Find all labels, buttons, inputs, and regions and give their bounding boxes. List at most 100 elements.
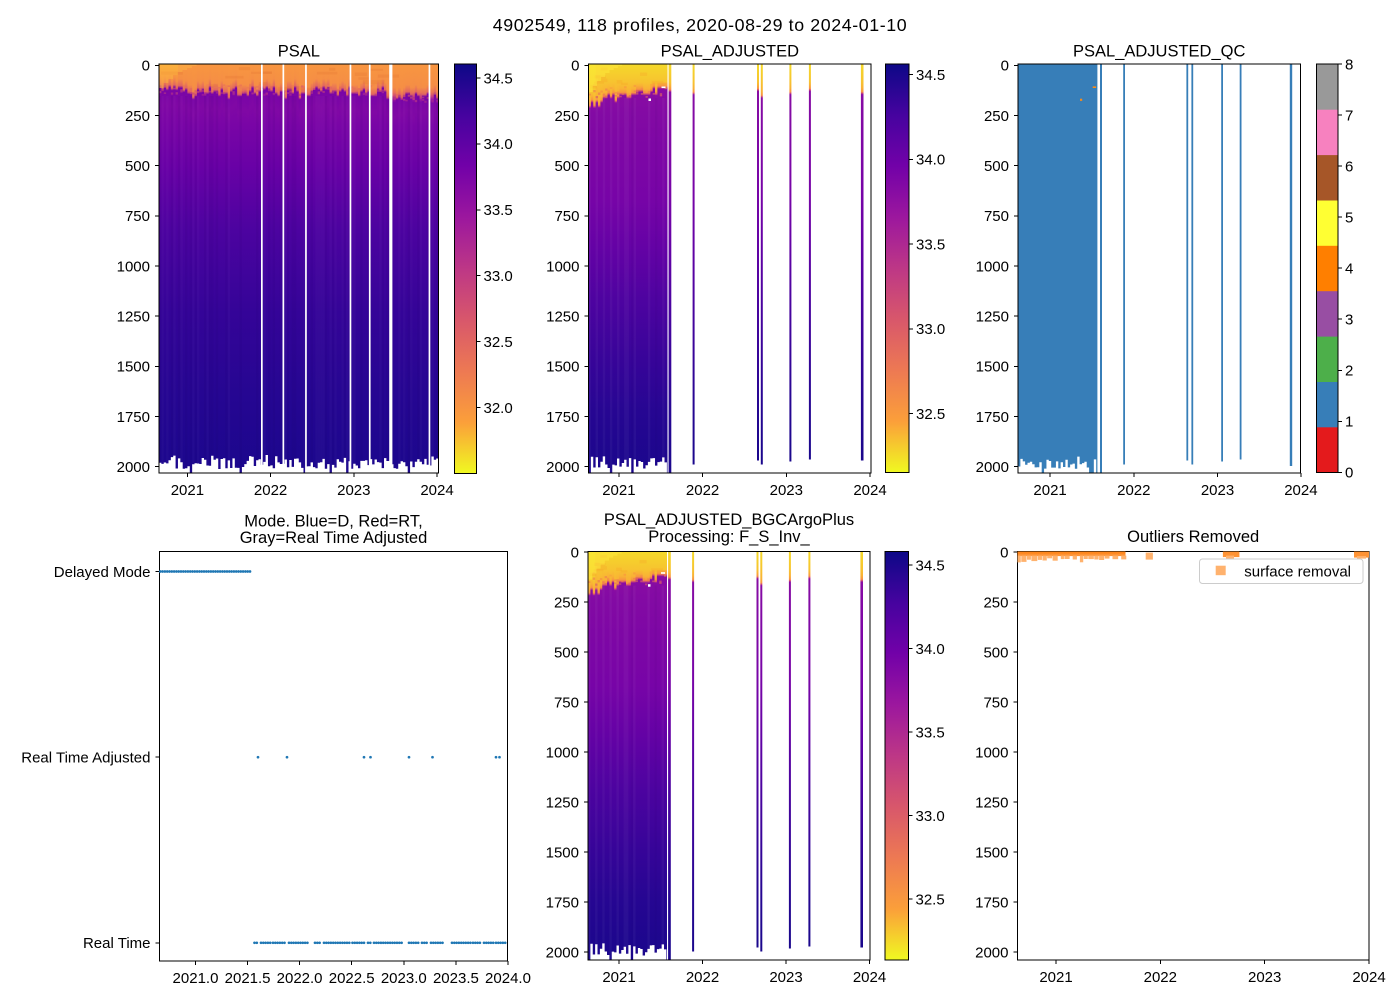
svg-text:1750: 1750 <box>546 409 579 426</box>
svg-text:2000: 2000 <box>546 459 579 476</box>
svg-text:250: 250 <box>125 108 150 125</box>
svg-text:2022: 2022 <box>1117 482 1150 499</box>
svg-text:1000: 1000 <box>976 258 1009 275</box>
svg-text:7: 7 <box>1345 107 1353 124</box>
svg-text:32.5: 32.5 <box>916 891 945 908</box>
svg-text:500: 500 <box>983 645 1008 662</box>
svg-text:1750: 1750 <box>975 895 1008 912</box>
svg-text:surface removal: surface removal <box>1244 564 1351 581</box>
svg-text:250: 250 <box>983 595 1008 612</box>
svg-text:33.5: 33.5 <box>916 724 945 741</box>
svg-text:32.5: 32.5 <box>484 334 513 351</box>
svg-text:0: 0 <box>1001 58 1009 75</box>
svg-text:2022.0: 2022.0 <box>277 970 323 987</box>
svg-text:2022: 2022 <box>1144 969 1177 986</box>
svg-text:2000: 2000 <box>976 459 1009 476</box>
svg-text:2024: 2024 <box>1284 482 1317 499</box>
svg-text:750: 750 <box>554 695 579 712</box>
svg-text:PSAL_ADJUSTED: PSAL_ADJUSTED <box>661 43 800 61</box>
svg-text:1500: 1500 <box>117 359 150 376</box>
svg-text:750: 750 <box>984 208 1009 225</box>
svg-text:2023: 2023 <box>770 482 803 499</box>
svg-text:Outliers Removed: Outliers Removed <box>1127 528 1259 546</box>
svg-text:1250: 1250 <box>546 795 579 812</box>
svg-text:1250: 1250 <box>975 795 1008 812</box>
svg-text:33.5: 33.5 <box>916 236 945 253</box>
svg-text:500: 500 <box>984 158 1009 175</box>
svg-text:1500: 1500 <box>976 359 1009 376</box>
svg-text:250: 250 <box>984 108 1009 125</box>
svg-text:1500: 1500 <box>546 845 579 862</box>
svg-text:Delayed Mode: Delayed Mode <box>54 564 151 581</box>
svg-text:2023: 2023 <box>1248 969 1281 986</box>
svg-text:1: 1 <box>1345 414 1353 431</box>
svg-text:750: 750 <box>125 208 150 225</box>
svg-text:2024.0: 2024.0 <box>485 970 531 987</box>
svg-text:2022: 2022 <box>254 482 287 499</box>
svg-text:2000: 2000 <box>117 459 150 476</box>
svg-text:33.0: 33.0 <box>916 808 945 825</box>
svg-text:4902549, 118 profiles, 2020-08: 4902549, 118 profiles, 2020-08-29 to 202… <box>493 15 907 35</box>
svg-text:8: 8 <box>1345 56 1353 73</box>
svg-text:2024: 2024 <box>1352 969 1385 986</box>
svg-text:2021: 2021 <box>171 482 204 499</box>
svg-text:6: 6 <box>1345 158 1353 175</box>
svg-text:32.0: 32.0 <box>484 400 513 417</box>
svg-text:2021: 2021 <box>1033 482 1066 499</box>
svg-text:2023: 2023 <box>769 969 802 986</box>
svg-text:1000: 1000 <box>546 745 579 762</box>
svg-text:Real Time Adjusted: Real Time Adjusted <box>21 750 150 767</box>
svg-text:34.5: 34.5 <box>484 70 513 87</box>
svg-text:5: 5 <box>1345 209 1353 226</box>
svg-text:34.0: 34.0 <box>916 641 945 658</box>
svg-text:2000: 2000 <box>975 945 1008 962</box>
svg-text:500: 500 <box>554 645 579 662</box>
svg-text:1750: 1750 <box>976 409 1009 426</box>
svg-text:33.5: 33.5 <box>484 202 513 219</box>
svg-text:33.0: 33.0 <box>916 321 945 338</box>
svg-text:4: 4 <box>1345 261 1353 278</box>
svg-text:750: 750 <box>983 695 1008 712</box>
svg-text:2021: 2021 <box>602 482 635 499</box>
svg-text:1000: 1000 <box>975 745 1008 762</box>
svg-text:PSAL: PSAL <box>278 43 320 61</box>
svg-text:1000: 1000 <box>117 258 150 275</box>
svg-text:2023: 2023 <box>1201 482 1234 499</box>
svg-text:2021: 2021 <box>1039 969 1072 986</box>
svg-text:34.5: 34.5 <box>916 557 945 574</box>
svg-text:1000: 1000 <box>546 258 579 275</box>
svg-text:Gray=Real Time Adjusted: Gray=Real Time Adjusted <box>240 529 428 547</box>
svg-text:2023: 2023 <box>337 482 370 499</box>
svg-text:2024: 2024 <box>853 969 886 986</box>
svg-text:Real Time: Real Time <box>83 935 151 952</box>
svg-text:34.0: 34.0 <box>484 136 513 153</box>
svg-text:PSAL_ADJUSTED_QC: PSAL_ADJUSTED_QC <box>1073 43 1245 61</box>
svg-text:34.0: 34.0 <box>916 152 945 169</box>
svg-text:0: 0 <box>1345 465 1353 482</box>
svg-text:0: 0 <box>571 545 579 562</box>
svg-text:2000: 2000 <box>546 945 579 962</box>
svg-text:1250: 1250 <box>117 309 150 326</box>
svg-text:1500: 1500 <box>975 845 1008 862</box>
svg-text:32.5: 32.5 <box>916 406 945 423</box>
svg-text:2024: 2024 <box>420 482 453 499</box>
svg-text:2: 2 <box>1345 363 1353 380</box>
svg-text:0: 0 <box>1000 545 1008 562</box>
svg-text:1250: 1250 <box>976 309 1009 326</box>
svg-text:2022: 2022 <box>686 482 719 499</box>
svg-text:2021.0: 2021.0 <box>173 970 219 987</box>
svg-text:250: 250 <box>554 108 579 125</box>
svg-text:2021.5: 2021.5 <box>225 970 271 987</box>
svg-text:Processing: F_S_Inv_: Processing: F_S_Inv_ <box>648 528 810 546</box>
svg-text:500: 500 <box>125 158 150 175</box>
svg-text:34.5: 34.5 <box>916 67 945 84</box>
svg-text:2022.5: 2022.5 <box>329 970 375 987</box>
svg-text:0: 0 <box>571 58 579 75</box>
svg-text:Mode. Blue=D, Red=RT,: Mode. Blue=D, Red=RT, <box>244 513 423 531</box>
svg-text:2023.5: 2023.5 <box>433 970 479 987</box>
svg-text:2022: 2022 <box>686 969 719 986</box>
svg-text:1750: 1750 <box>546 895 579 912</box>
svg-text:PSAL_ADJUSTED_BGCArgoPlus: PSAL_ADJUSTED_BGCArgoPlus <box>604 511 854 529</box>
svg-text:2024: 2024 <box>853 482 886 499</box>
svg-text:2023.0: 2023.0 <box>381 970 427 987</box>
